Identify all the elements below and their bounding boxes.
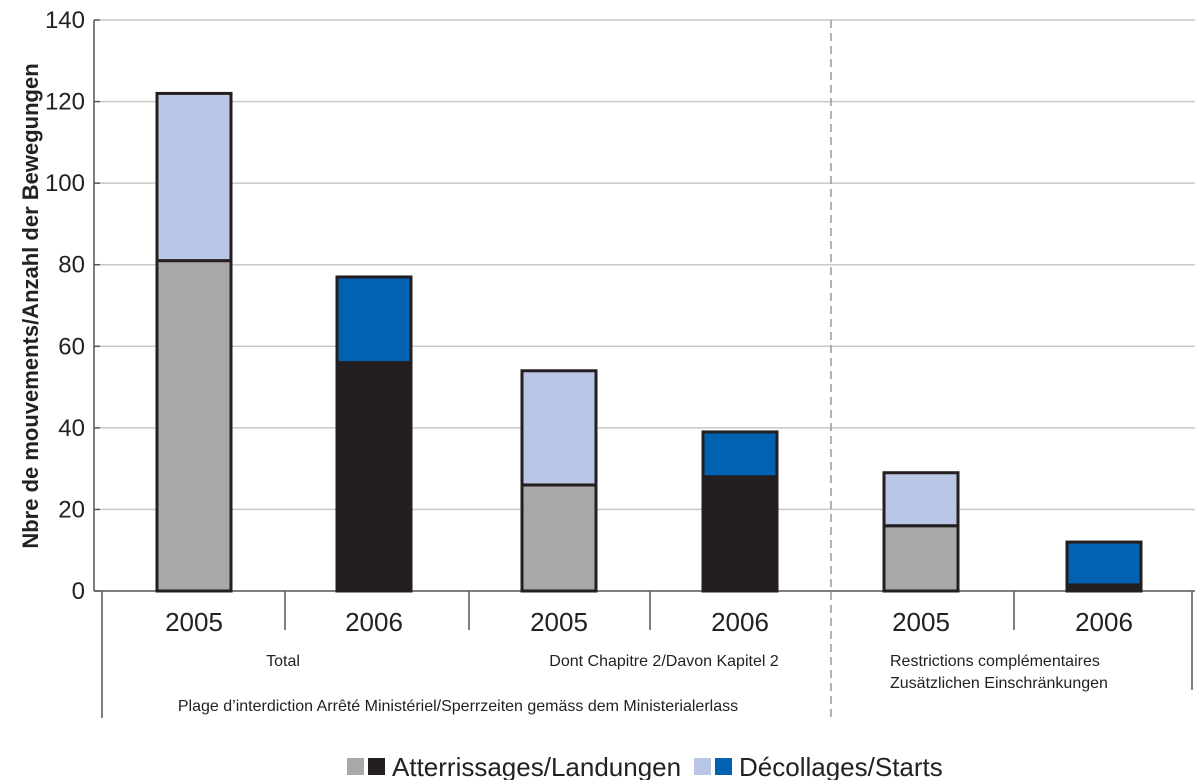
bar-segment [701,475,779,593]
group-label: Total [266,653,300,670]
category-label: 2006 [1075,607,1133,637]
bar-segment [335,361,413,593]
outer-group-label: Plage d’interdiction Arrêté Ministériel/… [178,698,738,715]
group-labels: Total Dont Chapitre 2/Davon Kapitel 2 Rest… [178,653,1108,715]
bar-segment [1065,540,1143,587]
group-label: Restrictions complémentaires [890,653,1100,670]
bar-segment [155,91,233,263]
legend-swatch [694,758,711,775]
category-labels: 2005 2006 2005 2006 2005 2006 [165,607,1133,637]
y-tick-label: 100 [45,170,85,197]
y-tick-label: 140 [45,7,85,34]
bars [155,91,1143,593]
bar-segment [520,369,598,487]
legend-swatch [368,758,385,775]
bar-segment [701,430,779,479]
legend-swatch [715,758,732,775]
category-label: 2005 [165,607,223,637]
y-tick-label: 80 [58,252,85,279]
category-label: 2006 [345,607,403,637]
y-tick-label: 120 [45,89,85,116]
y-tick-label: 20 [58,496,85,523]
legend-label: Atterrissages/Landungen [392,752,681,780]
legend-swatch [347,758,364,775]
y-axis-label: Nbre de mouvements/Anzahl der Bewegungen [18,63,43,548]
y-tick-label: 0 [72,578,85,605]
bar-segment [882,524,960,593]
bar-segment [155,259,233,593]
grid-lines [100,19,1195,511]
y-tick-label: 40 [58,415,85,442]
group-label: Zusätzlichen Einschränkungen [890,675,1108,692]
category-label: 2006 [711,607,769,637]
bar-segment [882,471,960,528]
bar-segment [520,483,598,593]
legend: Atterrissages/Landungen Décollages/Starts [347,752,943,780]
group-label: Dont Chapitre 2/Davon Kapitel 2 [549,653,779,670]
y-axis-ticks: 0 20 40 60 80 100 120 140 [45,7,100,605]
axes [93,20,1195,718]
y-tick-label: 60 [58,333,85,360]
category-label: 2005 [530,607,588,637]
bar-segment [335,275,413,365]
legend-label: Décollages/Starts [739,752,943,780]
category-label: 2005 [892,607,950,637]
